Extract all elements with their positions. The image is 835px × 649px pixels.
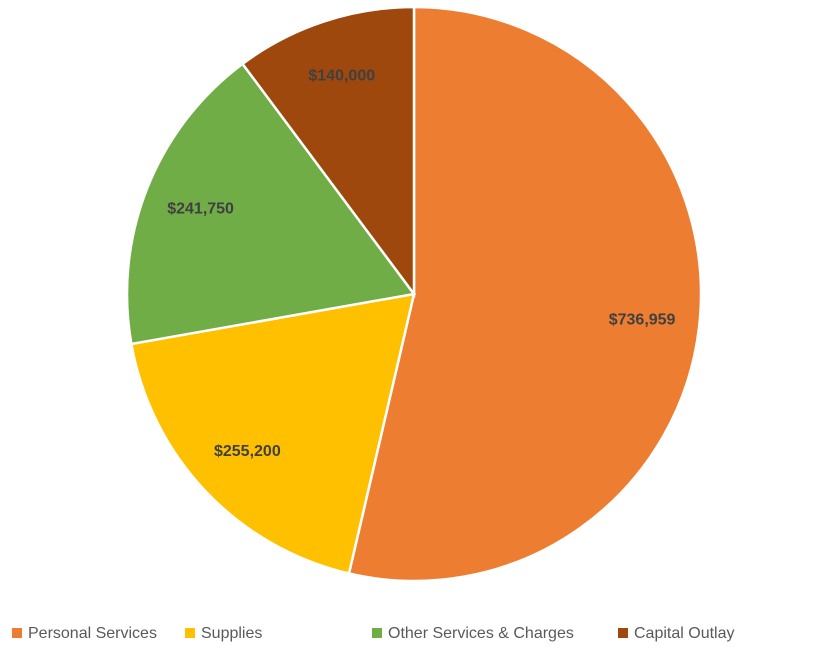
- legend-swatch: [185, 628, 195, 638]
- data-label: $241,750: [167, 201, 234, 218]
- data-label: $736,959: [609, 311, 676, 328]
- pie-slice: [240, 5, 416, 298]
- legend-label: Supplies: [201, 625, 262, 642]
- legend-label: Capital Outlay: [634, 625, 735, 642]
- legend-label: Other Services & Charges: [388, 625, 574, 642]
- pie-slice: [129, 292, 416, 576]
- legend-swatch: [618, 628, 628, 638]
- pie-slice: [347, 5, 703, 583]
- legend-label: Personal Services: [28, 625, 157, 642]
- pie-slice: [125, 62, 417, 346]
- legend-swatch: [372, 628, 382, 638]
- legend-swatch: [12, 628, 22, 638]
- data-label: $255,200: [214, 443, 281, 460]
- data-label: $140,000: [308, 67, 375, 84]
